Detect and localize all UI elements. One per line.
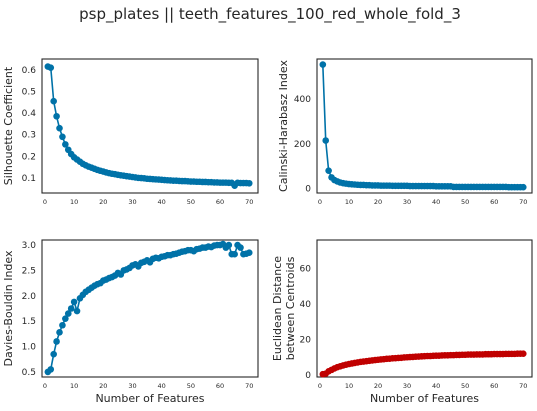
x-tick-label: 30 [403, 198, 411, 206]
x-tick-label: 10 [345, 198, 353, 206]
data-point [56, 124, 63, 132]
panel-silhouette: 0 10 20 30 40 50 60 70 0.1 0.2 0.3 0.4 0.5 0.6 Silhoue… [2, 58, 259, 206]
data-point [231, 250, 238, 258]
data-point [67, 305, 75, 312]
x-tick-label: 40 [432, 382, 440, 390]
data-point [73, 307, 81, 315]
data-point [64, 310, 72, 317]
y-tick-label: 0.6 [22, 66, 37, 76]
x-tick-label: 30 [128, 198, 136, 206]
data-point [59, 321, 66, 329]
x-tick-label: 50 [461, 198, 469, 206]
x-tick-label: 0 [43, 382, 47, 390]
x-tick-label: 60 [216, 198, 224, 206]
y-tick-label: 1.5 [22, 317, 36, 327]
data-point [53, 112, 60, 120]
data-point [56, 329, 63, 336]
y-tick-label: 2.5 [22, 266, 36, 276]
x-tick-label: 10 [70, 382, 78, 390]
y-tick-label: 40 [300, 300, 312, 310]
data-point [237, 244, 244, 251]
x-tick-label: 0 [43, 198, 47, 206]
y-tick-label: 0 [305, 185, 311, 195]
y-tick-label: 0.5 [22, 87, 36, 97]
data-point [325, 167, 332, 174]
y-tick-label: 0.1 [22, 174, 36, 184]
y-tick-label: 200 [294, 140, 311, 150]
x-tick-label: 20 [374, 382, 382, 390]
y-tick-label: 60 [300, 264, 312, 274]
y-tick-label: 400 [294, 95, 311, 105]
x-tick-label: 40 [158, 198, 166, 206]
x-tick-label: 30 [403, 382, 411, 390]
panel-davies: 0 10 20 30 40 50 60 70 0.5 1.0 1.5 2.0 2.5 3.0 Davies-… [2, 239, 259, 405]
panel-euclidean: 0 10 20 30 40 50 60 70 0 20 40 60 Euclidean Distance… [271, 239, 533, 405]
y-tick-label: 1.0 [22, 343, 37, 353]
data-point [519, 183, 527, 191]
x-tick-label: 50 [187, 198, 195, 206]
x-axis-label: Number of Features [95, 392, 204, 405]
data-point [319, 61, 327, 68]
y-axis-label: Euclidean Distance [271, 256, 284, 361]
y-tick-label: 0 [305, 371, 311, 381]
data-point [62, 141, 69, 148]
x-tick-label: 20 [374, 198, 382, 206]
x-tick-label: 10 [345, 382, 353, 390]
y-axis-label: between Centroids [284, 256, 297, 360]
y-tick-label: 20 [300, 336, 312, 346]
axes-frame [41, 58, 259, 194]
data-point [50, 97, 57, 105]
data-point [519, 350, 527, 357]
data-point [322, 137, 330, 144]
y-tick-label: 0.2 [22, 152, 36, 162]
y-tick-label: 2.0 [22, 292, 37, 302]
x-tick-label: 70 [519, 198, 527, 206]
x-tick-label: 50 [187, 382, 195, 390]
axes-frame [316, 58, 533, 194]
data-point [47, 366, 55, 373]
x-tick-label: 60 [216, 382, 224, 390]
data-point [225, 241, 233, 249]
x-tick-label: 60 [490, 382, 498, 390]
x-tick-label: 60 [490, 198, 498, 206]
data-point [62, 315, 69, 322]
x-tick-label: 70 [245, 198, 253, 206]
data-point [245, 249, 253, 256]
x-tick-label: 20 [99, 382, 107, 390]
x-axis-label: Number of Features [370, 392, 479, 405]
x-tick-label: 20 [99, 198, 107, 206]
data-point [59, 133, 66, 141]
y-axis-label: Silhouette Coefficient [2, 66, 15, 185]
y-tick-label: 3.0 [22, 241, 37, 251]
x-tick-label: 70 [245, 382, 253, 390]
x-tick-label: 40 [432, 198, 440, 206]
data-point [47, 64, 55, 71]
x-tick-label: 70 [519, 382, 527, 390]
y-axis-label: Calinski-Harabasz Index [277, 60, 290, 192]
data-point [70, 298, 78, 306]
x-tick-label: 40 [158, 382, 166, 390]
y-axis-label: Davies-Bouldin Index [2, 250, 15, 366]
data-point [53, 338, 60, 345]
x-tick-label: 10 [70, 198, 78, 206]
x-tick-label: 30 [128, 382, 136, 390]
y-tick-label: 0.4 [22, 109, 37, 119]
y-tick-label: 0.5 [22, 368, 36, 378]
data-point [245, 179, 253, 187]
y-tick-label: 0.3 [22, 131, 36, 141]
panel-calinski: 0 10 20 30 40 50 60 70 0 200 400 Calinski-Harabasz … [277, 58, 533, 206]
x-tick-label: 50 [461, 382, 469, 390]
data-point [50, 350, 57, 358]
x-tick-label: 0 [318, 198, 322, 206]
figure-suptitle: psp_plates || teeth_features_100_red_who… [79, 5, 461, 24]
x-tick-label: 0 [318, 382, 322, 390]
